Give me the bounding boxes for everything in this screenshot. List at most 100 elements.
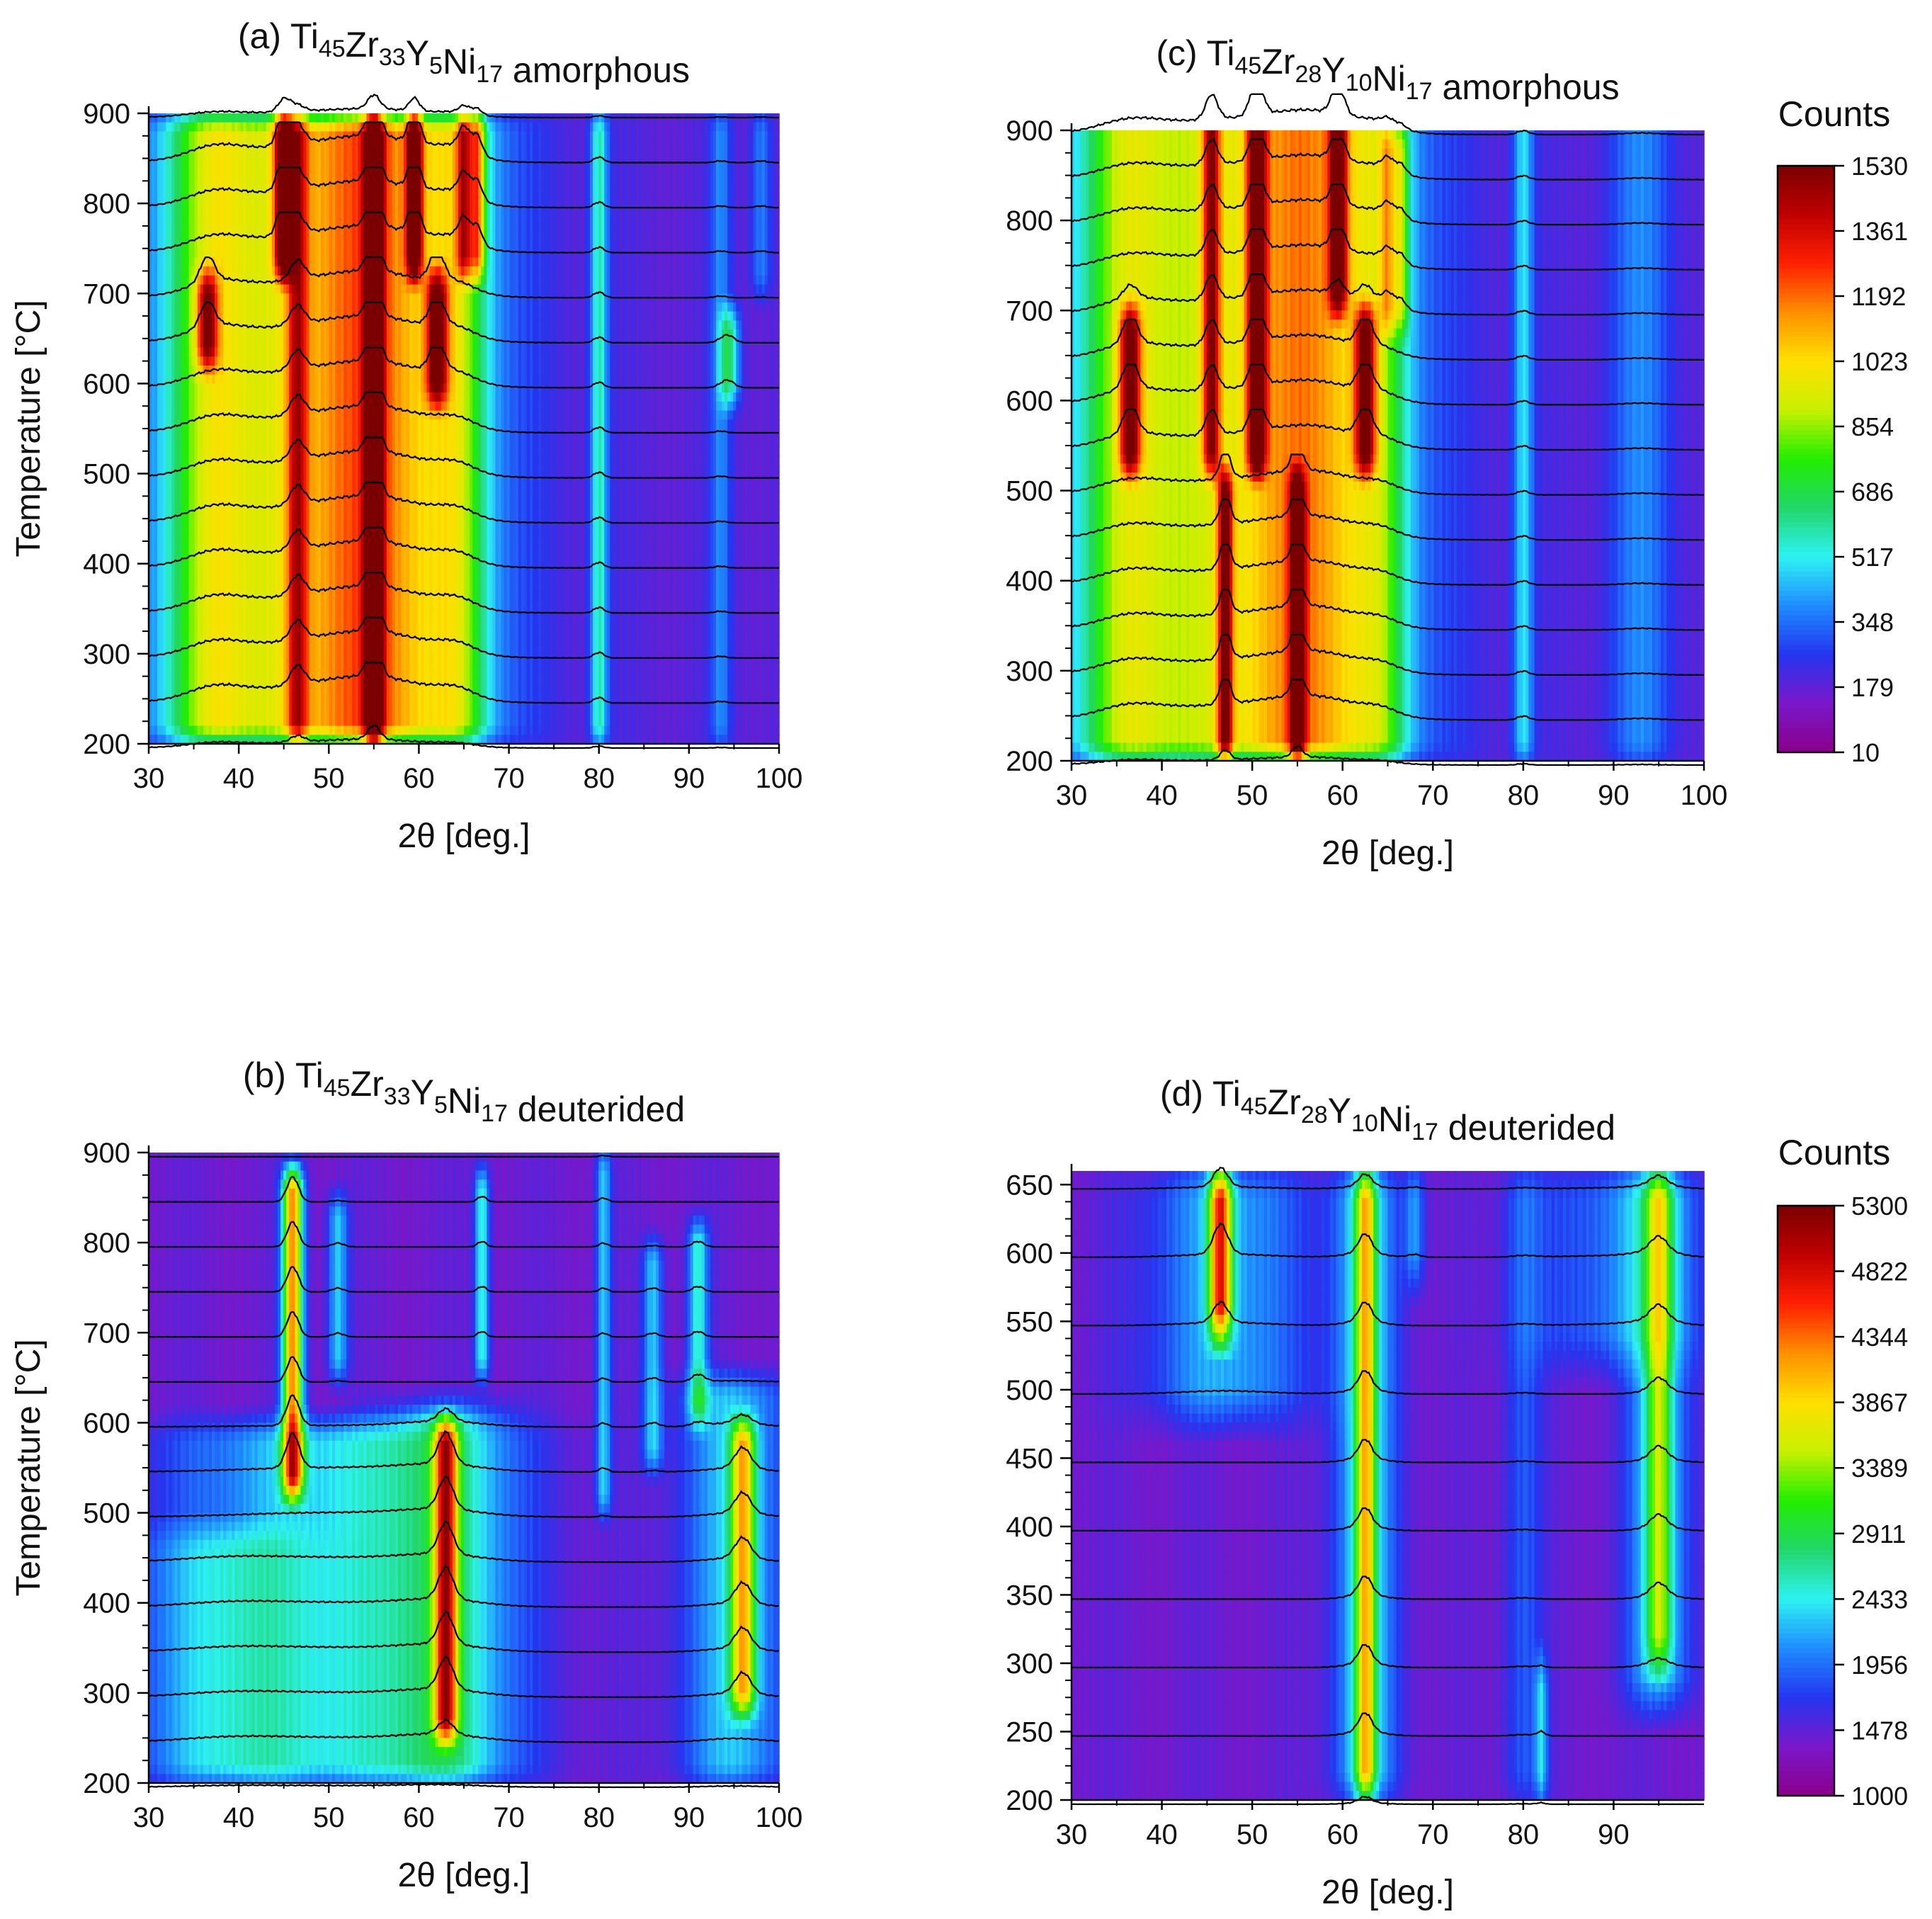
- x-tick-label-a-40: 40: [223, 763, 255, 794]
- colorbar-tick-label-bottom-8: 1478: [1851, 1716, 1908, 1745]
- y-tick-label-c-800: 800: [1006, 205, 1053, 237]
- x-tick-label-a-50: 50: [313, 763, 345, 794]
- y-tick-label-b-900: 900: [83, 1138, 130, 1169]
- colorbar-title-top: Counts: [1778, 94, 1890, 134]
- y-tick-label-b-500: 500: [83, 1498, 130, 1529]
- y-tick-label-c-500: 500: [1006, 476, 1053, 507]
- colorbar-tick-label-top-0: 1530: [1851, 152, 1908, 181]
- y-tick-label-a-600: 600: [83, 368, 130, 400]
- x-tick-label-b-30: 30: [133, 1802, 165, 1833]
- y-tick-label-a-400: 400: [83, 549, 130, 580]
- y-tick-label-d-600: 600: [1006, 1238, 1053, 1269]
- y-tick-label-a-900: 900: [83, 98, 130, 130]
- panel-title-d: (d) Ti45Zr28Y10Ni17 deuterided: [1160, 1074, 1615, 1148]
- x-tick-label-a-90: 90: [674, 763, 705, 794]
- x-tick-label-c-40: 40: [1146, 780, 1178, 811]
- x-tick-label-a-70: 70: [493, 763, 525, 794]
- y-tick-label-c-600: 600: [1006, 385, 1053, 417]
- x-tick-label-c-30: 30: [1056, 780, 1088, 811]
- y-tick-label-b-600: 600: [83, 1408, 130, 1439]
- y-tick-label-d-250: 250: [1006, 1716, 1053, 1748]
- x-axis-label-c: 2θ [deg.]: [1322, 834, 1454, 872]
- x-tick-label-b-70: 70: [493, 1802, 525, 1833]
- x-tick-label-a-80: 80: [583, 763, 615, 794]
- x-tick-label-c-80: 80: [1508, 780, 1540, 811]
- y-tick-label-a-800: 800: [83, 188, 130, 220]
- y-tick-label-c-900: 900: [1006, 115, 1053, 147]
- x-tick-label-b-40: 40: [223, 1802, 255, 1833]
- x-tick-label-c-60: 60: [1326, 780, 1358, 811]
- y-tick-label-c-200: 200: [1006, 746, 1053, 777]
- y-tick-label-d-500: 500: [1006, 1375, 1053, 1406]
- x-tick-label-b-60: 60: [403, 1802, 435, 1833]
- colorbar-tick-label-bottom-3: 3867: [1851, 1388, 1908, 1417]
- colorbar-bottom: 5300482243443867338929112433195614781000…: [1778, 1133, 1908, 1811]
- x-tick-label-a-30: 30: [133, 763, 165, 794]
- y-tick-label-c-700: 700: [1006, 295, 1053, 327]
- colorbar-tick-label-top-9: 10: [1851, 738, 1880, 767]
- colorbar-tick-label-top-3: 1023: [1851, 347, 1908, 376]
- y-tick-label-d-550: 550: [1006, 1306, 1053, 1337]
- panel-d: 30 40 50 60 70 80 9020025030035040045050055060…: [1006, 1074, 1705, 1911]
- colorbar-tick-label-bottom-4: 3389: [1851, 1454, 1908, 1483]
- x-tick-label-d-40: 40: [1146, 1819, 1178, 1850]
- y-tick-label-d-200: 200: [1006, 1785, 1053, 1816]
- x-axis-label-b: 2θ [deg.]: [398, 1857, 530, 1894]
- x-tick-label-c-70: 70: [1417, 780, 1449, 811]
- y-tick-label-a-700: 700: [83, 278, 130, 310]
- colorbar-tick-label-bottom-9: 1000: [1851, 1782, 1908, 1811]
- y-axis-label-a: Temperature [°C]: [10, 300, 47, 557]
- y-tick-label-c-400: 400: [1006, 566, 1053, 597]
- y-tick-label-b-700: 700: [83, 1318, 130, 1349]
- y-tick-label-a-200: 200: [83, 729, 130, 760]
- colorbar-title-bottom: Counts: [1778, 1133, 1890, 1172]
- y-tick-label-b-300: 300: [83, 1678, 130, 1709]
- x-axis-label-d: 2θ [deg.]: [1322, 1874, 1454, 1911]
- colorbar-tick-label-bottom-6: 2433: [1851, 1585, 1908, 1614]
- colorbar-tick-label-top-8: 179: [1851, 673, 1894, 702]
- colorbar-tick-label-top-6: 517: [1851, 543, 1894, 572]
- y-tick-label-d-650: 650: [1006, 1170, 1053, 1201]
- colorbar-tick-label-bottom-1: 4822: [1851, 1257, 1908, 1286]
- x-tick-label-d-70: 70: [1417, 1819, 1449, 1850]
- y-tick-label-b-200: 200: [83, 1768, 130, 1799]
- x-tick-label-b-90: 90: [674, 1802, 705, 1833]
- panel-b: 30 40 50 60 70 80 90 100 200 300 400 500 600 700 800 90…: [10, 1055, 802, 1894]
- x-tick-label-c-90: 90: [1598, 780, 1630, 811]
- colorbar-tick-label-bottom-7: 1956: [1851, 1651, 1908, 1680]
- colorbar-tick-label-top-5: 686: [1851, 477, 1894, 506]
- y-tick-label-d-450: 450: [1006, 1443, 1053, 1474]
- x-tick-label-b-100: 100: [756, 1802, 803, 1833]
- x-axis-label-a: 2θ [deg.]: [398, 817, 530, 855]
- y-tick-label-a-300: 300: [83, 639, 130, 670]
- panel-title-a: (a) Ti45Zr33Y5Ni17 amorphous: [238, 16, 690, 90]
- y-tick-label-d-350: 350: [1006, 1580, 1053, 1611]
- x-tick-label-b-50: 50: [313, 1802, 345, 1833]
- y-tick-label-d-300: 300: [1006, 1648, 1053, 1680]
- panel-title-c: (c) Ti45Zr28Y10Ni17 amorphous: [1156, 33, 1619, 107]
- colorbar-tick-label-top-1: 1361: [1851, 217, 1908, 246]
- y-tick-label-b-400: 400: [83, 1588, 130, 1619]
- x-tick-label-c-100: 100: [1681, 780, 1728, 811]
- x-tick-label-d-60: 60: [1326, 1819, 1358, 1850]
- y-tick-label-c-300: 300: [1006, 656, 1053, 687]
- y-tick-label-d-400: 400: [1006, 1512, 1053, 1543]
- colorbar-tick-label-bottom-2: 4344: [1851, 1323, 1908, 1352]
- y-tick-label-b-800: 800: [83, 1228, 130, 1259]
- panel-a: 30 40 50 60 70 80 90 10020030040050060070080090…: [10, 16, 802, 855]
- x-tick-label-d-80: 80: [1508, 1819, 1540, 1850]
- x-tick-label-d-50: 50: [1237, 1819, 1268, 1850]
- panel-c: 30 40 50 60 70 80 90 100 200 300 400 500 600 700 800 90…: [1006, 33, 1727, 872]
- x-tick-label-d-90: 90: [1598, 1819, 1630, 1850]
- x-tick-label-b-80: 80: [583, 1802, 615, 1833]
- colorbar-tick-label-bottom-5: 2911: [1851, 1519, 1906, 1549]
- x-tick-label-a-60: 60: [403, 763, 435, 794]
- figure: 30 40 50 60 70 80 90 100 200 300 400 500 600 700 800 90…: [0, 0, 1932, 1919]
- y-tick-label-a-500: 500: [83, 459, 130, 490]
- colorbar-tick-label-top-7: 348: [1851, 608, 1894, 637]
- colorbar-tick-label-top-4: 854: [1851, 412, 1894, 441]
- panel-title-b: (b) Ti45Zr33Y5Ni17 deuterided: [243, 1055, 685, 1129]
- heatmap-d: [1072, 1171, 1705, 1801]
- x-tick-label-c-50: 50: [1237, 780, 1268, 811]
